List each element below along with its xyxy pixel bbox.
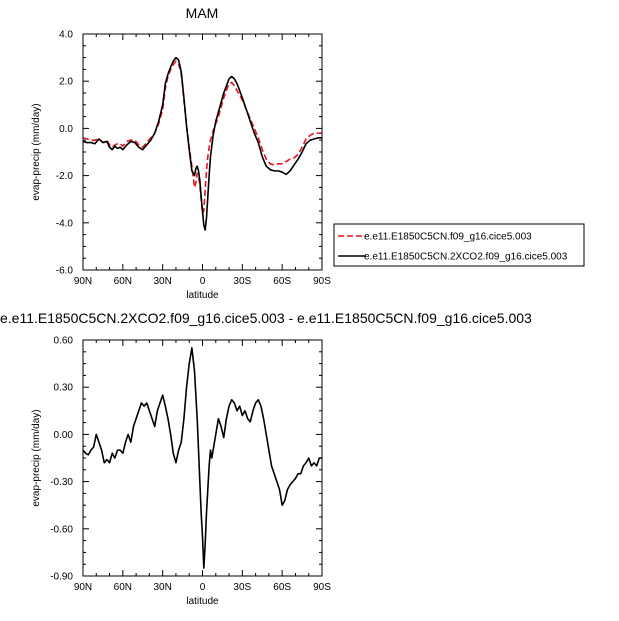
y-tick-label: -0.60 xyxy=(50,524,73,535)
chart-title: e.e11.E1850C5CN.2XCO2.f09_g16.cice5.003 … xyxy=(0,310,532,326)
series-line-1 xyxy=(83,347,322,569)
y-tick-label: -4.0 xyxy=(56,218,74,229)
legend-box xyxy=(333,223,585,267)
y-tick-label: 0.00 xyxy=(54,430,74,441)
x-tick-label: 90N xyxy=(74,276,92,287)
y-tick-label: -6.0 xyxy=(56,266,74,277)
y-tick-label: 0.30 xyxy=(54,383,74,394)
legend: e.e11.E1850C5CN.f09_g16.cice5.003 e.e11.E… xyxy=(333,223,585,267)
y-tick-label: -0.90 xyxy=(50,572,73,583)
x-axis-label: latitude xyxy=(186,290,219,301)
x-tick-label: 90N xyxy=(74,582,92,593)
series-line-1 xyxy=(83,60,322,215)
legend-label-2: e.e11.E1850C5CN.2XCO2.f09_g16.cice5.003 xyxy=(364,252,568,263)
x-axis-label: latitude xyxy=(186,596,219,607)
plot-frame xyxy=(82,33,323,271)
x-tick-label: 0 xyxy=(200,582,206,593)
chart-panel-2: e.e11.E1850C5CN.2XCO2.f09_g16.cice5.003 … xyxy=(0,310,532,607)
x-tick-label: 90S xyxy=(313,276,331,287)
x-tick-label: 30S xyxy=(233,276,251,287)
y-tick-label: 0.0 xyxy=(59,124,73,135)
y-tick-label: -0.30 xyxy=(50,477,73,488)
x-tick-label: 60S xyxy=(273,276,291,287)
series-line-2 xyxy=(83,56,322,231)
chart-title: MAM xyxy=(186,5,219,21)
y-tick-label: 2.0 xyxy=(59,77,73,88)
x-tick-label: 0 xyxy=(200,276,206,287)
legend-label-1: e.e11.E1850C5CN.f09_g16.cice5.003 xyxy=(364,232,532,243)
chart-panel-1: MAM 90N 60N 30N 0 30S 60S 90S -6.0 -4.0 -2.0 0.0 2.0… xyxy=(31,5,585,301)
y-tick-label: 0.60 xyxy=(54,336,74,347)
x-tick-label: 60N xyxy=(114,276,132,287)
x-tick-label: 90S xyxy=(313,582,331,593)
y-axis-label: evap-precip (mm/day) xyxy=(31,103,42,200)
x-tick-label: 60S xyxy=(273,582,291,593)
x-tick-label: 30S xyxy=(233,582,251,593)
y-tick-label: -2.0 xyxy=(56,171,74,182)
x-tick-label: 30N xyxy=(153,582,171,593)
y-axis-label: evap-precip (mm/day) xyxy=(31,409,42,506)
y-tick-label: 4.0 xyxy=(59,30,73,41)
x-tick-label: 60N xyxy=(114,582,132,593)
x-tick-label: 30N xyxy=(153,276,171,287)
